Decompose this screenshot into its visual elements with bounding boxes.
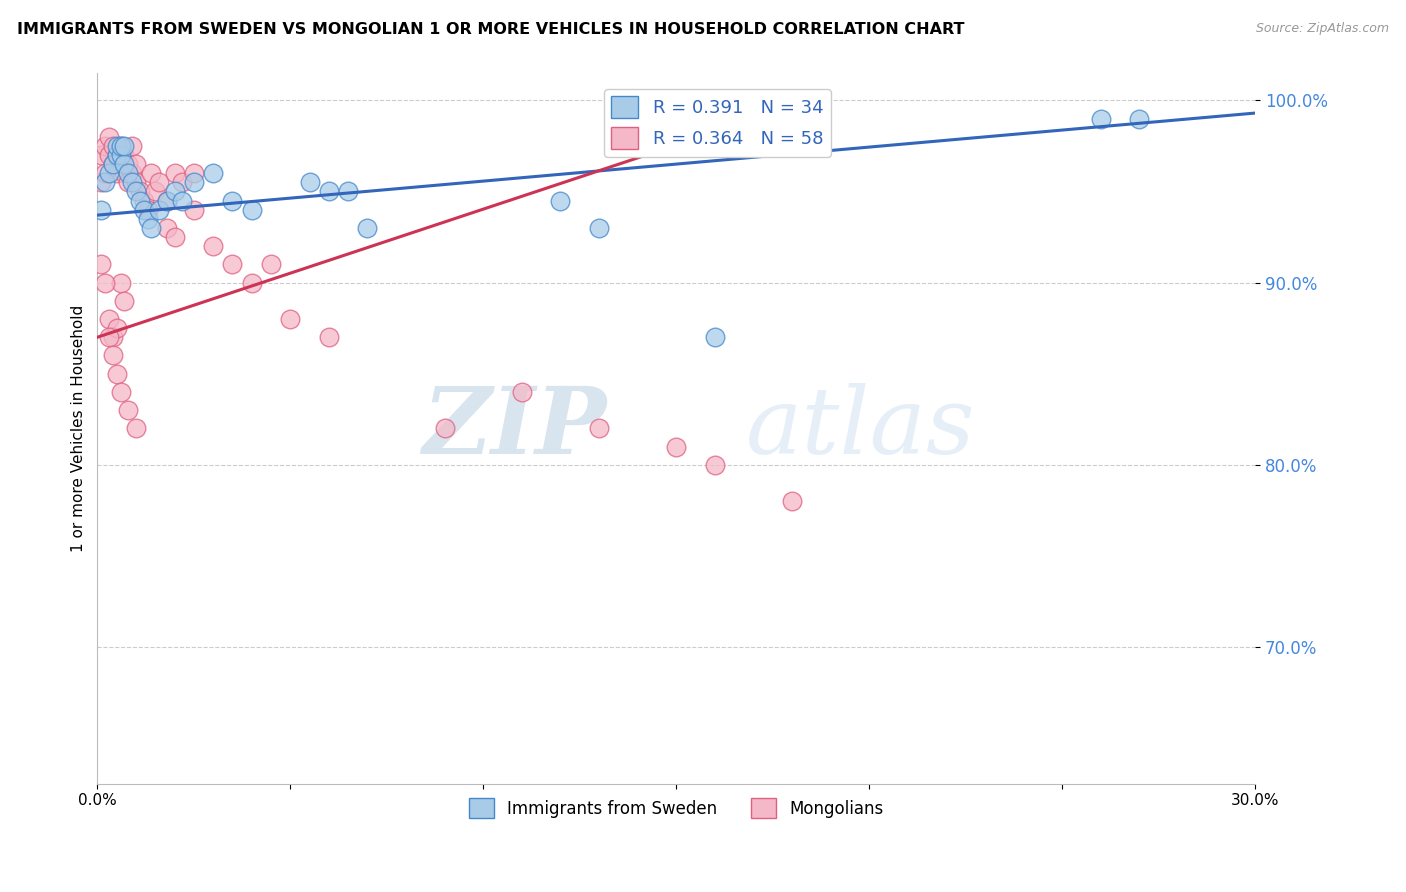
- Point: [97, 148, 120, 162]
- Point: [125, 175, 148, 189]
- Point: [356, 220, 378, 235]
- Point: [125, 185, 148, 199]
- Point: [665, 440, 688, 454]
- Point: [112, 157, 135, 171]
- Point: [97, 330, 120, 344]
- Point: [260, 257, 283, 271]
- Text: Source: ZipAtlas.com: Source: ZipAtlas.com: [1256, 22, 1389, 36]
- Point: [112, 148, 135, 162]
- Point: [136, 202, 159, 217]
- Point: [163, 166, 186, 180]
- Point: [105, 367, 128, 381]
- Text: atlas: atlas: [745, 384, 976, 474]
- Point: [105, 166, 128, 180]
- Point: [136, 211, 159, 226]
- Point: [90, 175, 112, 189]
- Point: [101, 348, 124, 362]
- Point: [183, 175, 205, 189]
- Point: [132, 194, 155, 208]
- Point: [128, 185, 150, 199]
- Point: [143, 185, 166, 199]
- Point: [105, 148, 128, 162]
- Point: [112, 293, 135, 308]
- Legend: Immigrants from Sweden, Mongolians: Immigrants from Sweden, Mongolians: [463, 791, 890, 825]
- Point: [172, 194, 194, 208]
- Point: [1090, 112, 1112, 126]
- Point: [132, 202, 155, 217]
- Point: [101, 330, 124, 344]
- Point: [105, 148, 128, 162]
- Point: [141, 220, 163, 235]
- Point: [156, 194, 179, 208]
- Point: [97, 312, 120, 326]
- Point: [156, 194, 179, 208]
- Point: [94, 175, 117, 189]
- Text: ZIP: ZIP: [422, 384, 607, 474]
- Point: [121, 166, 143, 180]
- Point: [202, 239, 225, 253]
- Point: [94, 166, 117, 180]
- Point: [90, 257, 112, 271]
- Point: [110, 139, 132, 153]
- Point: [112, 139, 135, 153]
- Point: [110, 384, 132, 399]
- Point: [318, 185, 340, 199]
- Point: [117, 175, 139, 189]
- Point: [110, 276, 132, 290]
- Point: [90, 202, 112, 217]
- Point: [105, 321, 128, 335]
- Point: [337, 185, 360, 199]
- Point: [101, 157, 124, 171]
- Point: [110, 139, 132, 153]
- Point: [703, 330, 725, 344]
- Point: [110, 148, 132, 162]
- Point: [318, 330, 340, 344]
- Point: [163, 230, 186, 244]
- Point: [141, 166, 163, 180]
- Point: [121, 175, 143, 189]
- Point: [780, 494, 803, 508]
- Point: [240, 276, 263, 290]
- Point: [550, 194, 572, 208]
- Point: [101, 139, 124, 153]
- Point: [97, 129, 120, 144]
- Point: [588, 421, 610, 435]
- Point: [1128, 112, 1150, 126]
- Point: [112, 166, 135, 180]
- Point: [172, 175, 194, 189]
- Y-axis label: 1 or more Vehicles in Household: 1 or more Vehicles in Household: [72, 305, 86, 552]
- Point: [240, 202, 263, 217]
- Point: [97, 166, 120, 180]
- Point: [183, 166, 205, 180]
- Point: [148, 202, 170, 217]
- Point: [125, 157, 148, 171]
- Point: [125, 421, 148, 435]
- Point: [117, 166, 139, 180]
- Point: [105, 139, 128, 153]
- Point: [94, 139, 117, 153]
- Point: [110, 157, 132, 171]
- Point: [221, 194, 243, 208]
- Point: [121, 139, 143, 153]
- Point: [510, 384, 533, 399]
- Point: [433, 421, 456, 435]
- Point: [703, 458, 725, 472]
- Point: [117, 403, 139, 417]
- Text: IMMIGRANTS FROM SWEDEN VS MONGOLIAN 1 OR MORE VEHICLES IN HOUSEHOLD CORRELATION : IMMIGRANTS FROM SWEDEN VS MONGOLIAN 1 OR…: [17, 22, 965, 37]
- Point: [101, 157, 124, 171]
- Point: [148, 175, 170, 189]
- Point: [156, 220, 179, 235]
- Point: [202, 166, 225, 180]
- Point: [221, 257, 243, 271]
- Point: [94, 276, 117, 290]
- Point: [117, 157, 139, 171]
- Point: [163, 185, 186, 199]
- Point: [278, 312, 301, 326]
- Point: [588, 220, 610, 235]
- Point: [183, 202, 205, 217]
- Point: [128, 194, 150, 208]
- Point: [298, 175, 321, 189]
- Point: [90, 148, 112, 162]
